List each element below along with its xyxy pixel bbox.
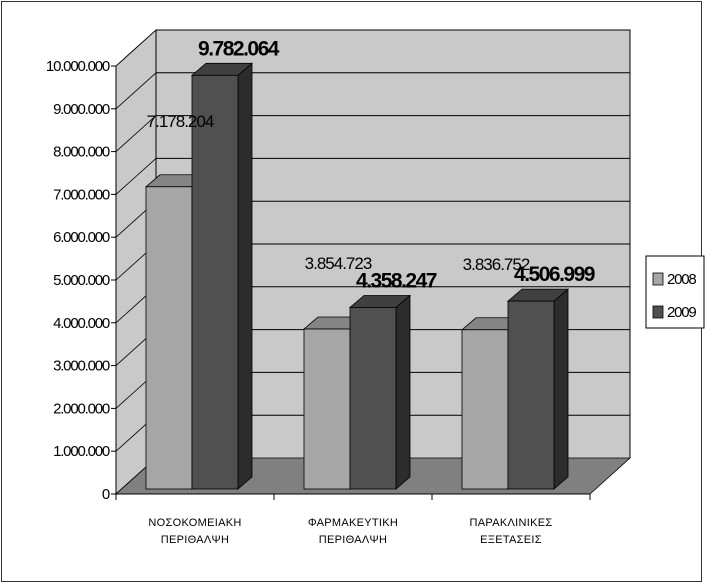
x-category-label: ΠΕΡΙΘΑΛΨΗ: [319, 534, 388, 546]
data-label: 9.782.064: [198, 37, 280, 60]
bar-side: [237, 62, 253, 490]
data-label: 3.854.723: [305, 254, 372, 273]
gridline-side: [115, 29, 157, 67]
y-tick-label: 7.000.000: [53, 186, 110, 203]
bar-side: [553, 288, 569, 490]
bar: [461, 329, 509, 490]
y-tick-label: 9.000.000: [53, 101, 110, 118]
bar: [303, 328, 351, 490]
data-label: 7.178.204: [147, 112, 214, 131]
legend-swatch: [652, 305, 664, 319]
x-category-label: ΠΕΡΙΘΑΛΨΗ: [161, 534, 230, 546]
y-tick-label: 4.000.000: [53, 315, 110, 332]
x-category-label: ΝΟΣΟΚΟΜΕΙΑΚΗ: [148, 517, 241, 529]
legend-label: 2008: [667, 271, 696, 288]
data-label: 4.506.999: [514, 263, 595, 286]
y-tick-label: 2.000.000: [53, 400, 110, 417]
legend-swatch: [652, 272, 664, 286]
gridline-side: [115, 72, 157, 110]
y-tick-label: 5.000.000: [53, 272, 110, 289]
y-tick-label: 10.000.000: [46, 58, 110, 75]
y-tick-label: 8.000.000: [53, 144, 110, 161]
x-category-label: ΕΞΕΤΑΣΕΙΣ: [480, 534, 542, 546]
bar: [349, 307, 397, 490]
y-tick-label: 3.000.000: [53, 358, 110, 375]
bar: [507, 300, 555, 490]
y-tick-label: 0: [102, 486, 110, 503]
x-category-label: ΠΑΡΑΚΛΙΝΙΚΕΣ: [470, 517, 553, 529]
bar: [145, 186, 193, 490]
data-label: 3.836.752: [463, 255, 530, 274]
y-tick-label: 6.000.000: [53, 229, 110, 246]
bar-side: [395, 294, 411, 490]
y-tick-label: 1.000.000: [53, 443, 110, 460]
bar: [191, 74, 239, 490]
data-label: 4.358.247: [356, 269, 437, 292]
legend-label: 2009: [667, 304, 696, 321]
gridline-side: [115, 158, 157, 195]
x-category-label: ΦΑΡΜΑΚΕΥΤΙΚΗ: [308, 517, 398, 529]
gridline-side: [115, 115, 157, 152]
